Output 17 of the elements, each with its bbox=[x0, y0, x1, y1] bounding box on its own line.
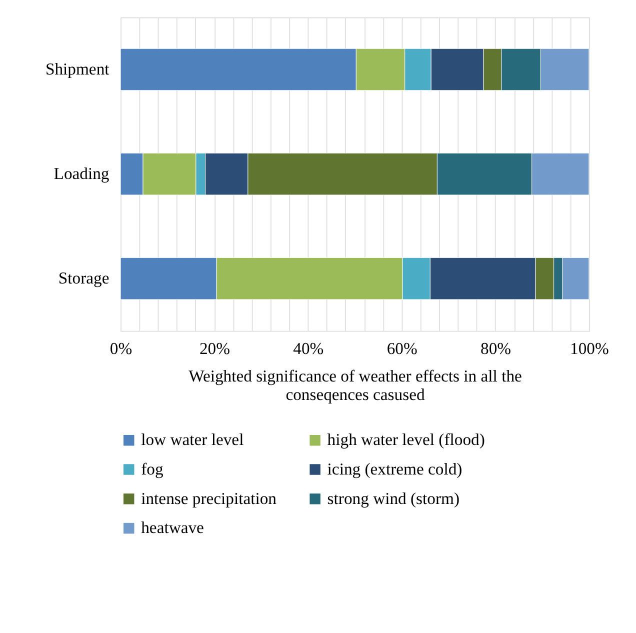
y-tick-label: Loading bbox=[54, 164, 110, 183]
x-tick-label: 80% bbox=[480, 338, 512, 358]
x-tick-label: 0% bbox=[110, 338, 132, 358]
legend-label: heatwave bbox=[141, 518, 204, 538]
legend-label: icing (extreme cold) bbox=[327, 459, 462, 478]
x-axis-title: Weighted significance of weather effects in all the conseqences casused bbox=[188, 366, 522, 404]
y-tick-label: Storage bbox=[58, 268, 110, 288]
legend-label: strong wind (storm) bbox=[327, 488, 460, 508]
legend-label: high water level (flood) bbox=[327, 430, 485, 450]
legend-label: fog bbox=[141, 459, 164, 478]
x-tick-label: 20% bbox=[199, 338, 230, 358]
x-tick-label: 60% bbox=[386, 338, 418, 358]
x-tick-label: 100% bbox=[570, 338, 609, 358]
legend-label: intense precipitation bbox=[141, 488, 278, 508]
y-tick-label: Shipment bbox=[45, 59, 110, 78]
legend-label: low water level bbox=[141, 430, 244, 450]
x-tick-label: 40% bbox=[293, 338, 324, 358]
